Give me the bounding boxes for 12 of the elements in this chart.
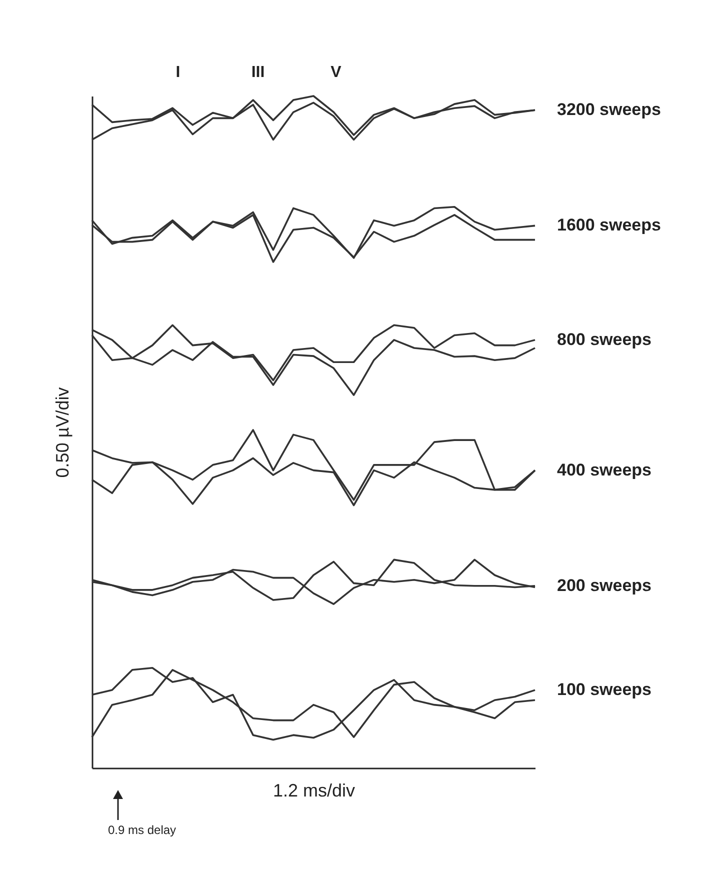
text: I: [176, 64, 180, 81]
series-label: 400 sweeps: [557, 460, 652, 480]
series-label: 800 sweeps: [557, 330, 652, 349]
series-label: 200 sweeps: [557, 576, 652, 595]
text: V: [330, 64, 342, 81]
series-label: 100 sweeps: [557, 680, 652, 700]
y-axis-title: 0.50 µV/div: [52, 387, 72, 478]
series-label: 3200 sweeps: [557, 100, 661, 120]
text: 0.9 ms delay: [108, 823, 176, 837]
x-axis-title: 1.2 ms/div: [272, 780, 356, 800]
text: III: [251, 64, 265, 81]
series-label: 1600 sweeps: [557, 216, 661, 235]
